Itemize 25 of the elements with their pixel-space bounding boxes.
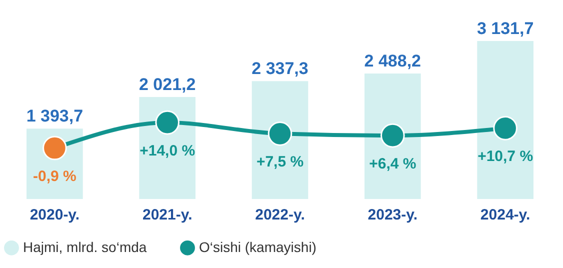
point (155, 110, 180, 135)
data-label: +7,5 % (256, 154, 304, 171)
data-label: +6,4 % (369, 156, 416, 173)
x-tick-label: 2022-y. (255, 206, 305, 224)
legend-label: Hajmi, mlrd. so‘mda (23, 238, 147, 255)
data-label: 2 021,2 (138, 75, 196, 94)
legend-label: O‘sishi (kamayishi) (199, 238, 316, 255)
point (380, 123, 405, 148)
data-label: 2 488,2 (364, 51, 422, 70)
data-label: -0,9 % (33, 168, 76, 186)
data-label: 1 393,7 (26, 106, 84, 126)
data-label: 2 337,3 (252, 59, 308, 78)
point (268, 122, 292, 146)
x-tick-label: 2021-y. (142, 206, 192, 224)
data-label: +10,7 % (478, 148, 534, 166)
point (42, 136, 67, 160)
x-tick-label: 2024-y. (480, 206, 530, 224)
data-label: 3 131,7 (476, 19, 534, 38)
x-tick-label: 2020-y. (30, 206, 80, 224)
data-label: +14,0 % (140, 142, 196, 160)
bar (477, 41, 534, 199)
bar (364, 73, 421, 199)
point (493, 116, 518, 140)
x-tick-label: 2023-y. (368, 206, 418, 224)
bar (252, 81, 308, 199)
